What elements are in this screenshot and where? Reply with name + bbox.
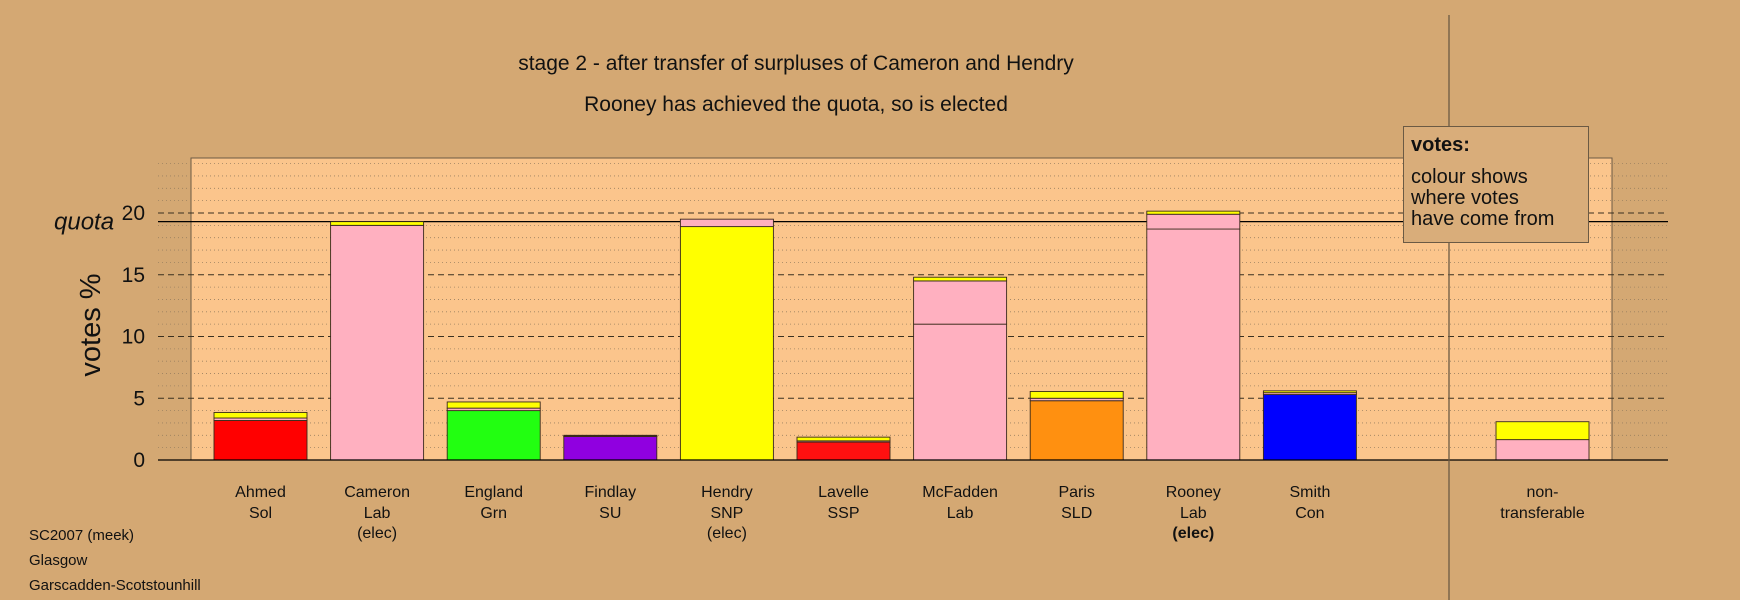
candidate-name-label: Paris [1058,484,1094,501]
candidate-status-label: (elec) [1172,525,1214,542]
quota-label: quota [54,209,114,236]
bar-segment [913,323,1008,461]
legend: votes: colour shows where votes have com… [1403,126,1589,243]
bar-segment [446,410,541,461]
footer-council: Glasgow [29,552,88,569]
candidate-party-label: Lab [947,505,974,522]
candidate-party-label: Con [1295,505,1324,522]
bar-segment [1029,400,1124,461]
footer-election: SC2007 (meek) [29,527,135,544]
candidate-name-label: England [464,484,523,501]
bar-segment [563,434,658,437]
legend-line: colour shows [1411,166,1528,188]
y-tick-label: 20 [122,202,145,225]
y-tick-label: 10 [122,326,145,349]
bar-segment [679,218,774,228]
bar-segment [679,226,774,461]
bar-segment [213,412,308,419]
bar-segment [330,224,425,461]
candidate-name-label: McFadden [922,484,998,501]
y-tick-label: 5 [133,387,145,410]
bar-segment [1146,213,1241,230]
candidate-name-label: Lavelle [818,484,869,501]
candidate-status-label: (elec) [357,525,397,542]
candidate-name-label: Hendry [701,484,753,501]
candidate-party-label: Sol [249,505,272,522]
bar-segment [796,441,891,461]
bar-segment [446,401,541,409]
candidate-name-label: Rooney [1166,484,1221,501]
candidate-status-label: (elec) [707,525,747,542]
chart-subtitle: Rooney has achieved the quota, so is ele… [584,93,1008,116]
legend-line: have come from [1411,208,1555,230]
footer-ward: Garscadden-Scotstounhill [29,577,201,594]
bar-segment [796,436,891,442]
legend-line: where votes [1411,187,1519,209]
candidate-party-label: SLD [1061,505,1092,522]
bar-segment [1262,394,1357,461]
bar-segment [330,221,425,226]
bar-segment [1495,421,1590,441]
chart-title: stage 2 - after transfer of surpluses of… [518,52,1074,75]
candidate-name-label: Cameron [344,484,410,501]
y-tick-label: 15 [122,264,145,287]
bar-segment [1495,439,1590,461]
non-transferable-label: transferable [1500,505,1585,522]
candidate-party-label: Lab [364,505,391,522]
bar-segment [213,420,308,461]
candidate-name-label: Ahmed [235,484,286,501]
candidate-party-label: Lab [1180,505,1207,522]
bar-segment [1146,228,1241,461]
bar-segment [1262,390,1357,394]
bar-segment [563,436,658,461]
y-axis-label: votes % [75,273,107,376]
legend-title: votes: [1411,134,1470,156]
plot-panel [190,157,1613,461]
bar-segment [913,276,1008,282]
candidate-party-label: SNP [710,505,743,522]
bar-segment [913,280,1008,325]
candidate-party-label: SSP [827,505,859,522]
candidate-name-label: Findlay [585,484,637,501]
candidate-party-label: Grn [480,505,507,522]
candidate-party-label: SU [599,505,621,522]
candidate-name-label: Smith [1289,484,1330,501]
bar-segment [1029,391,1124,399]
bar-segment [1146,210,1241,215]
y-tick-label: 0 [133,449,145,472]
non-transferable-label: non- [1526,484,1558,501]
